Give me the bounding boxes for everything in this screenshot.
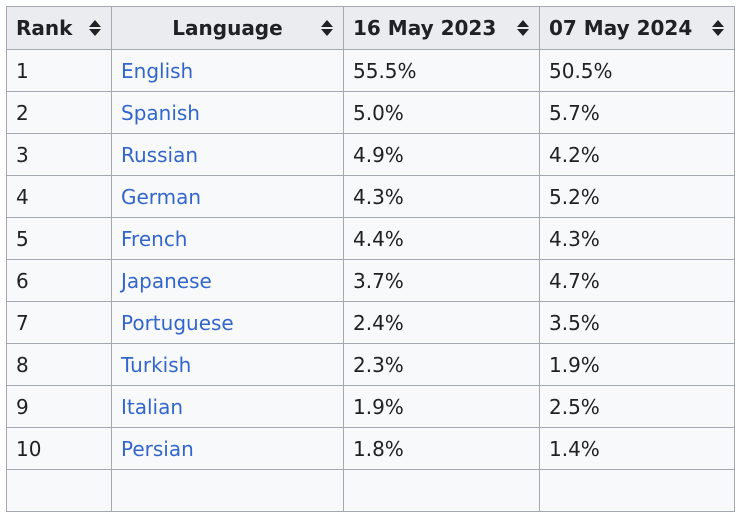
- language-cell: Turkish: [111, 343, 344, 386]
- table-row: [6, 469, 735, 512]
- value-2024-cell: 5.2%: [539, 175, 735, 218]
- language-cell: Portuguese: [111, 301, 344, 344]
- table-row: 9 Italian 1.9% 2.5%: [6, 385, 735, 428]
- language-link[interactable]: German: [121, 184, 202, 209]
- language-link[interactable]: Japanese: [121, 268, 212, 293]
- language-link[interactable]: Turkish: [121, 352, 192, 377]
- value-2023-cell: 55.5%: [343, 49, 540, 92]
- language-link[interactable]: Persian: [121, 436, 194, 461]
- rank-cell: 3: [6, 133, 112, 176]
- header-label: 07 May 2024: [549, 16, 693, 40]
- header-label: Rank: [16, 16, 73, 40]
- rank-cell: 9: [6, 385, 112, 428]
- language-cell: French: [111, 217, 344, 260]
- rank-cell: 6: [6, 259, 112, 302]
- table-row: 8 Turkish 2.3% 1.9%: [6, 343, 735, 386]
- language-cell: Italian: [111, 385, 344, 428]
- value-2024-cell: [539, 469, 735, 512]
- value-2023-cell: 2.3%: [343, 343, 540, 386]
- table-row: 3 Russian 4.9% 4.2%: [6, 133, 735, 176]
- rank-cell: [6, 469, 112, 512]
- language-link[interactable]: Russian: [121, 142, 199, 167]
- table-row: 7 Portuguese 2.4% 3.5%: [6, 301, 735, 344]
- language-link[interactable]: Portuguese: [121, 310, 234, 335]
- value-2024-cell: 4.7%: [539, 259, 735, 302]
- header-rank[interactable]: Rank: [6, 6, 112, 50]
- language-cell: English: [111, 49, 344, 92]
- language-cell: Spanish: [111, 91, 344, 134]
- value-2024-cell: 1.4%: [539, 427, 735, 470]
- table-row: 10 Persian 1.8% 1.4%: [6, 427, 735, 470]
- table-wrapper: Rank Language 16 May 2023 07 May 2024: [6, 6, 735, 512]
- rank-cell: 5: [6, 217, 112, 260]
- value-2024-cell: 4.2%: [539, 133, 735, 176]
- header-language[interactable]: Language: [111, 6, 344, 50]
- language-cell: Persian: [111, 427, 344, 470]
- rank-cell: 7: [6, 301, 112, 344]
- rank-cell: 4: [6, 175, 112, 218]
- value-2024-cell: 3.5%: [539, 301, 735, 344]
- header-07-may-2024[interactable]: 07 May 2024: [539, 6, 735, 50]
- value-2024-cell: 2.5%: [539, 385, 735, 428]
- value-2023-cell: 4.4%: [343, 217, 540, 260]
- header-row: Rank Language 16 May 2023 07 May 2024: [6, 6, 735, 50]
- value-2023-cell: [343, 469, 540, 512]
- value-2024-cell: 4.3%: [539, 217, 735, 260]
- table-row: 2 Spanish 5.0% 5.7%: [6, 91, 735, 134]
- language-cell: German: [111, 175, 344, 218]
- languages-table: Rank Language 16 May 2023 07 May 2024: [6, 6, 735, 512]
- value-2023-cell: 1.9%: [343, 385, 540, 428]
- language-cell: Russian: [111, 133, 344, 176]
- sort-icon[interactable]: [711, 19, 725, 37]
- table-row: 1 English 55.5% 50.5%: [6, 49, 735, 92]
- value-2024-cell: 5.7%: [539, 91, 735, 134]
- rank-cell: 2: [6, 91, 112, 134]
- language-link[interactable]: English: [121, 58, 194, 83]
- language-link[interactable]: French: [121, 226, 188, 251]
- header-label: 16 May 2023: [353, 16, 497, 40]
- rank-cell: 1: [6, 49, 112, 92]
- sort-icon[interactable]: [516, 19, 530, 37]
- rank-cell: 8: [6, 343, 112, 386]
- value-2024-cell: 1.9%: [539, 343, 735, 386]
- value-2023-cell: 1.8%: [343, 427, 540, 470]
- language-cell: Japanese: [111, 259, 344, 302]
- language-link[interactable]: Spanish: [121, 100, 200, 125]
- table-row: 6 Japanese 3.7% 4.7%: [6, 259, 735, 302]
- rank-cell: 10: [6, 427, 112, 470]
- value-2023-cell: 4.9%: [343, 133, 540, 176]
- header-label: Language: [172, 16, 283, 40]
- sort-icon[interactable]: [88, 19, 102, 37]
- value-2023-cell: 3.7%: [343, 259, 540, 302]
- table-row: 4 German 4.3% 5.2%: [6, 175, 735, 218]
- sort-icon[interactable]: [320, 19, 334, 37]
- language-cell: [111, 469, 344, 512]
- value-2023-cell: 2.4%: [343, 301, 540, 344]
- table-row: 5 French 4.4% 4.3%: [6, 217, 735, 260]
- value-2023-cell: 5.0%: [343, 91, 540, 134]
- language-link[interactable]: Italian: [121, 394, 184, 419]
- value-2024-cell: 50.5%: [539, 49, 735, 92]
- header-16-may-2023[interactable]: 16 May 2023: [343, 6, 540, 50]
- value-2023-cell: 4.3%: [343, 175, 540, 218]
